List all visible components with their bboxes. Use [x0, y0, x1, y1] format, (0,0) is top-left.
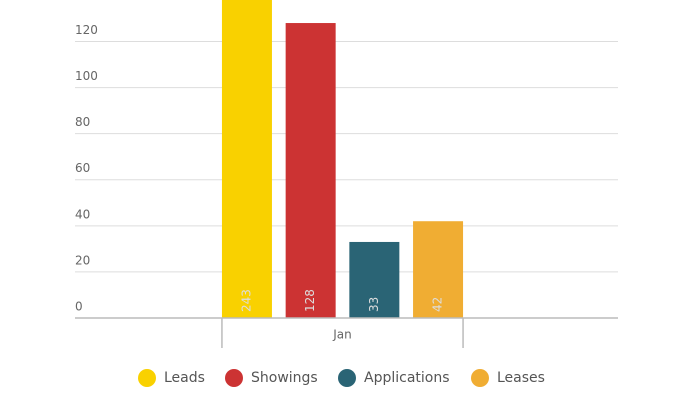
bar	[221, 0, 272, 318]
y-tick-label: 60	[75, 161, 90, 175]
legend: Leads Showings Applications Leases	[138, 369, 545, 387]
legend-label: Applications	[364, 370, 450, 386]
legend-swatch	[471, 369, 489, 387]
legend-label: Showings	[251, 370, 318, 386]
data-label: 42	[431, 297, 445, 312]
legend-swatch	[225, 369, 243, 387]
y-tick-label: 40	[75, 207, 90, 221]
y-tick-label: 80	[75, 115, 90, 129]
bars: 243 128 33 42	[221, 0, 464, 318]
bar	[413, 221, 464, 318]
legend-swatch	[338, 369, 356, 387]
bar	[349, 241, 400, 318]
bar	[285, 23, 336, 318]
legend-swatch	[138, 369, 156, 387]
data-label: 243	[239, 289, 253, 312]
data-label: 33	[367, 297, 381, 312]
y-tick-label: 20	[75, 253, 90, 267]
axes: 0 20 40 60 80 100 120 Jan	[75, 23, 618, 348]
data-label: 128	[303, 289, 317, 312]
y-tick-label: 100	[75, 69, 98, 83]
legend-label: Leads	[164, 370, 205, 386]
y-tick-label: 0	[75, 300, 83, 314]
legend-label: Leases	[497, 370, 545, 386]
grid	[75, 40, 618, 319]
x-tick-label: Jan	[332, 328, 352, 342]
y-tick-label: 120	[75, 23, 98, 37]
